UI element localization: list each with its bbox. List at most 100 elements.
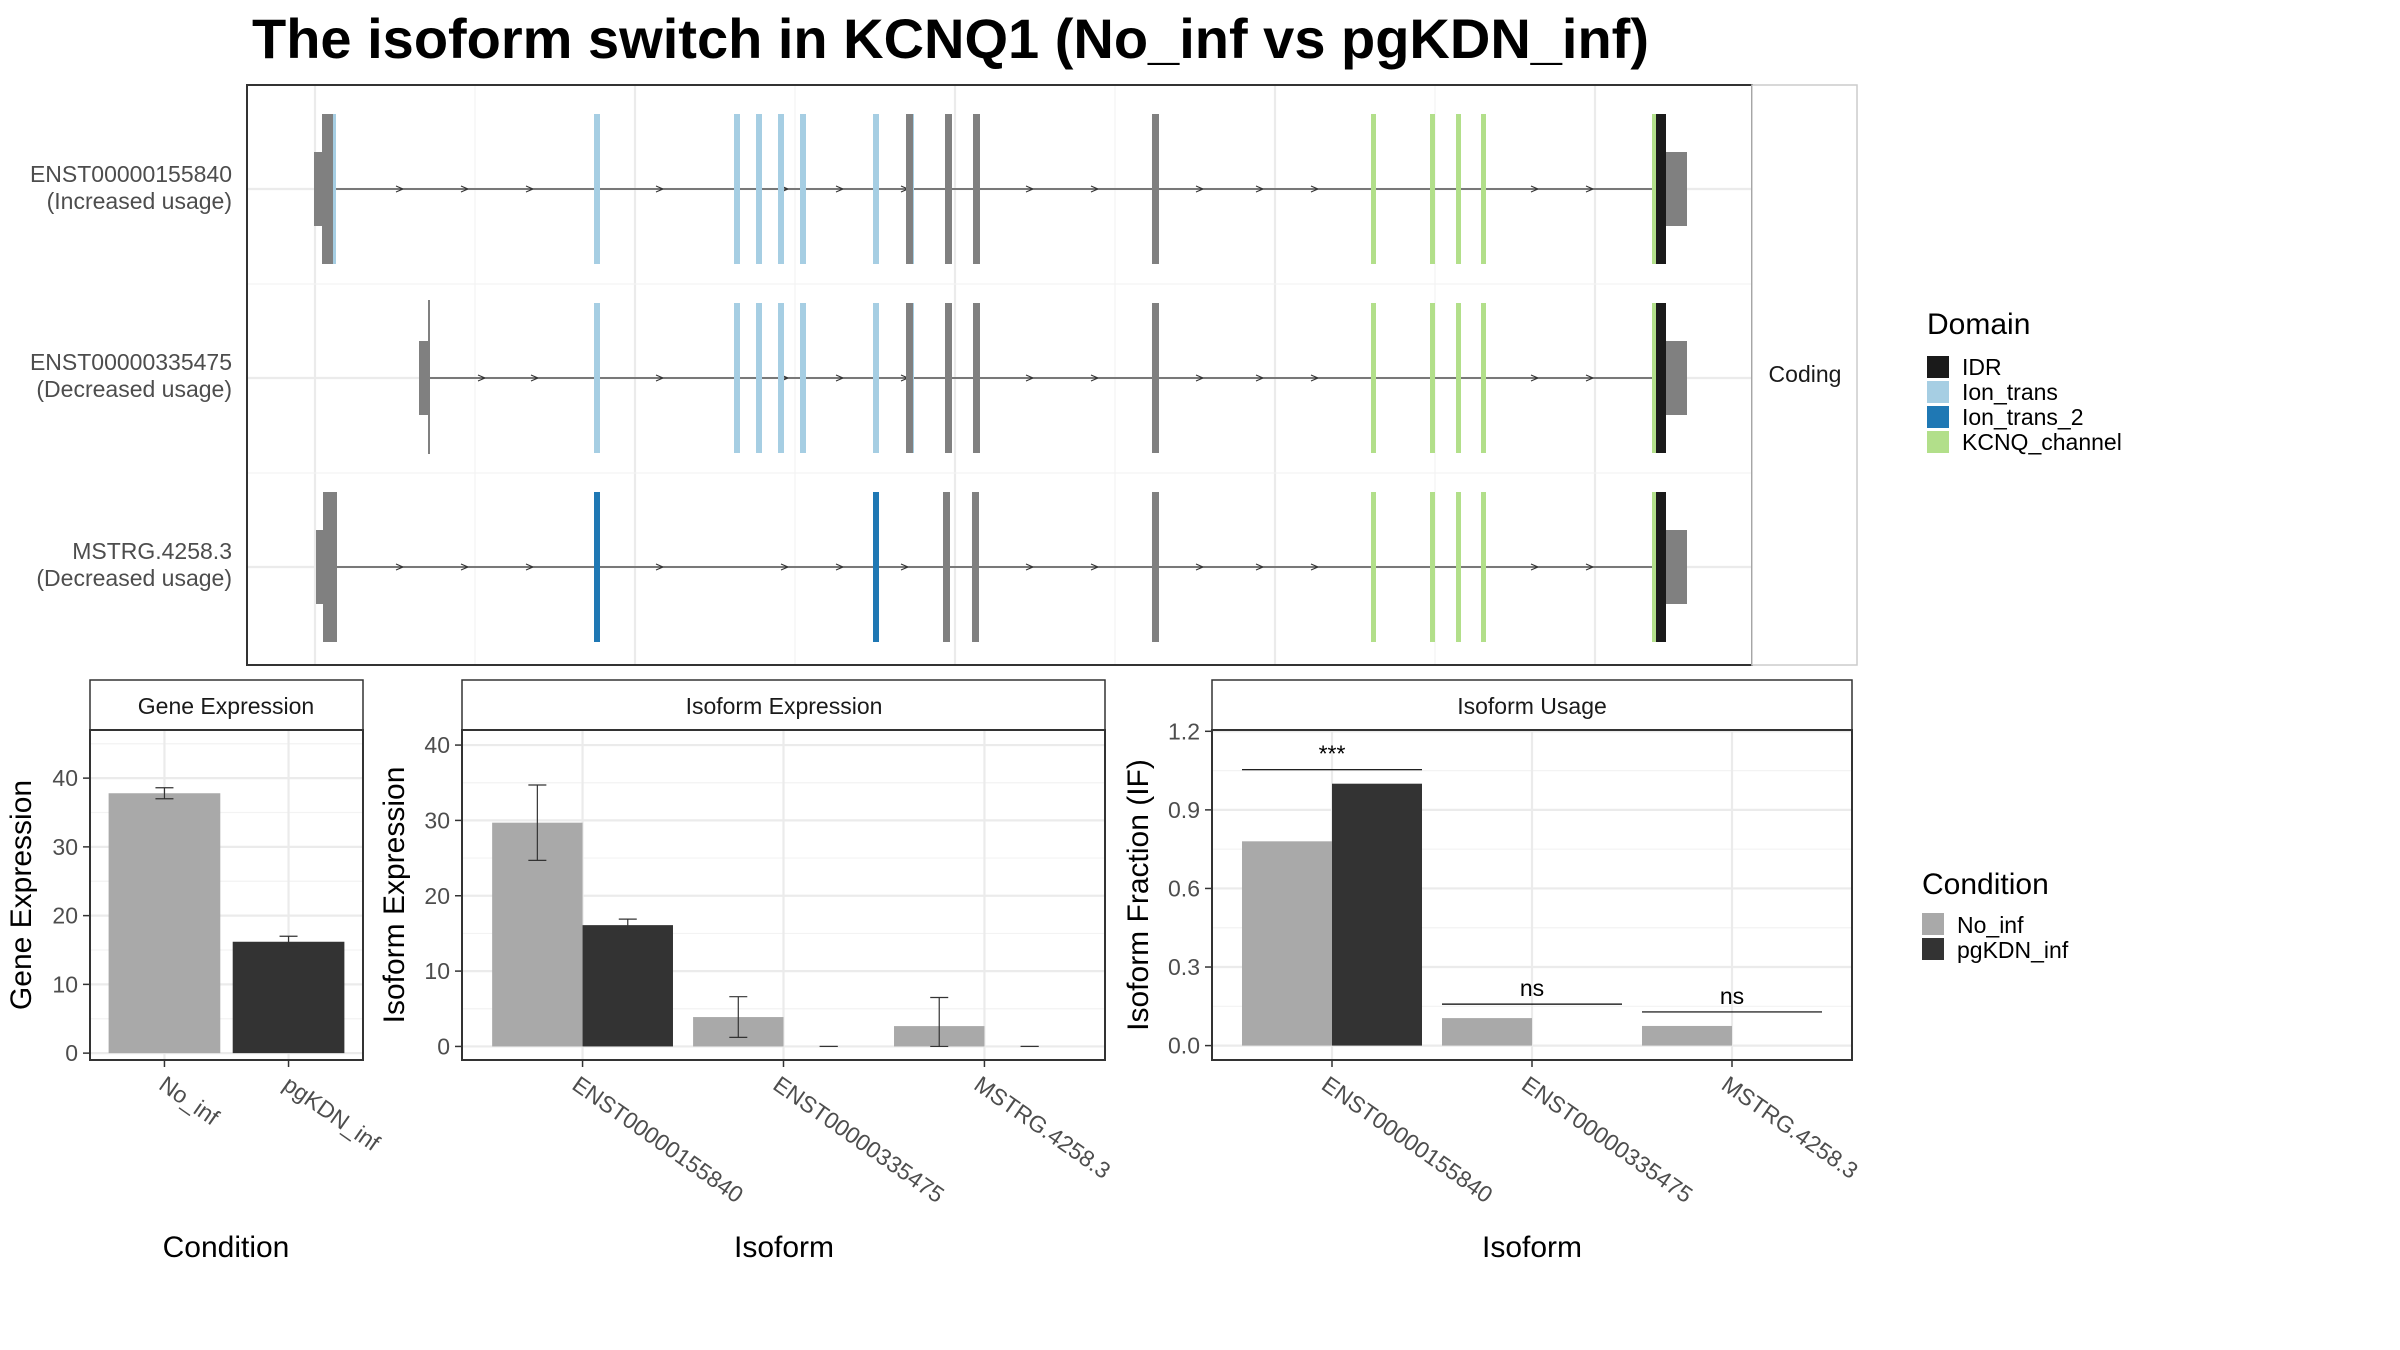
legend-label-idr: IDR bbox=[1962, 354, 2002, 380]
gene-expression-x-title: Condition bbox=[163, 1231, 290, 1264]
legend-label-kcnq-channel: KCNQ_channel bbox=[1962, 429, 2122, 455]
strand-arrow bbox=[835, 185, 845, 193]
x-tick-label: pgKDN_inf bbox=[279, 1071, 386, 1156]
y-tick-label: 30 bbox=[52, 834, 78, 860]
exon-kcnq-channel bbox=[1481, 492, 1486, 642]
y-tick-label: 0 bbox=[437, 1033, 450, 1059]
legend-key-idr bbox=[1927, 356, 1949, 378]
strand-arrow bbox=[1025, 374, 1035, 382]
strand-arrow bbox=[395, 185, 405, 193]
exon-ion-domain bbox=[734, 303, 740, 453]
utr-block bbox=[419, 341, 430, 415]
strand-arrow bbox=[655, 563, 665, 571]
exon-ion-domain bbox=[778, 114, 784, 264]
transcript-structure-panel: Coding ENST00000155840 (Increased usage)… bbox=[30, 84, 1858, 666]
exon-ion-domain bbox=[778, 303, 784, 453]
condition-legend: Condition No_inf pgKDN_inf bbox=[1922, 868, 2069, 963]
exon-ion-domain bbox=[594, 492, 600, 642]
exon-coding bbox=[1152, 303, 1159, 453]
legend-label-pgkdn-inf: pgKDN_inf bbox=[1957, 937, 2069, 963]
isoform-expression-bars bbox=[492, 784, 1039, 1048]
x-tick-label: No_inf bbox=[155, 1071, 225, 1131]
strand-arrow bbox=[1585, 185, 1595, 193]
x-tick-label: ENST00000335475 bbox=[1517, 1071, 1697, 1208]
gene-expression-strip bbox=[89, 679, 364, 731]
y-tick-label: 40 bbox=[52, 765, 78, 791]
y-tick-label: 30 bbox=[424, 807, 450, 833]
transcript-track-3 bbox=[316, 492, 1687, 642]
structure-panel-background bbox=[247, 85, 1752, 665]
y-tick-label: 0 bbox=[65, 1040, 78, 1066]
y-tick-label: 0.3 bbox=[1168, 954, 1200, 980]
bar-mstrg-4258-3-no-inf bbox=[1642, 1025, 1732, 1046]
y-tick-label: 10 bbox=[52, 971, 78, 997]
bar-enst00000155840-pgkdn-inf bbox=[582, 925, 673, 1047]
strand-arrow bbox=[1090, 563, 1100, 571]
exon-ion-domain bbox=[734, 114, 740, 264]
strand-arrow bbox=[1195, 563, 1205, 571]
transcript-track-1 bbox=[314, 114, 1687, 264]
legend-key-ion-trans bbox=[1927, 381, 1949, 403]
legend-key-kcnq-channel bbox=[1927, 431, 1949, 453]
exon-coding bbox=[906, 114, 913, 264]
exon-coding bbox=[945, 114, 952, 264]
bar-enst00000155840-no-inf bbox=[1242, 841, 1332, 1046]
isoform-usage-bars: *** ns ns bbox=[1242, 741, 1822, 1046]
exon-kcnq-channel bbox=[1430, 114, 1435, 264]
first-exon-domain-edge bbox=[333, 114, 336, 264]
strand-arrow bbox=[1310, 563, 1320, 571]
isoform-expression-y-title: Isoform Expression bbox=[378, 767, 411, 1024]
isoform-usage-strip bbox=[1211, 679, 1853, 731]
3-utr-block bbox=[1666, 341, 1687, 415]
strand-arrow bbox=[460, 185, 470, 193]
legend-key-pgkdn-inf bbox=[1922, 938, 1944, 960]
legend-key-no-inf bbox=[1922, 913, 1944, 935]
transcript-label-1-usage: (Increased usage) bbox=[47, 188, 232, 214]
transcript-label-1-id: ENST00000155840 bbox=[30, 161, 232, 187]
strand-arrow bbox=[655, 185, 665, 193]
strand-arrow bbox=[1255, 185, 1265, 193]
gene-expression-bars bbox=[108, 787, 345, 1054]
isoform-expression-strip bbox=[461, 679, 1106, 731]
facet-label-coding: Coding bbox=[1769, 361, 1842, 387]
exon-coding bbox=[945, 303, 952, 453]
exon-kcnq-channel bbox=[1456, 492, 1461, 642]
last-exon-kcnq-channel bbox=[1652, 303, 1657, 453]
significance-label: ns bbox=[1720, 983, 1744, 1009]
strand-arrow bbox=[460, 563, 470, 571]
exon-kcnq-channel bbox=[1371, 114, 1376, 264]
condition-legend-title: Condition bbox=[1922, 868, 2049, 901]
strand-arrow bbox=[395, 563, 405, 571]
strand-arrow bbox=[1255, 563, 1265, 571]
exon-ion-domain bbox=[756, 114, 762, 264]
exon-kcnq-channel bbox=[1371, 303, 1376, 453]
exon-ion-domain bbox=[800, 303, 806, 453]
isoform-usage-x-title: Isoform bbox=[1482, 1231, 1582, 1264]
strand-arrow bbox=[530, 374, 540, 382]
last-exon-idr bbox=[1656, 303, 1666, 453]
strand-arrow bbox=[1530, 185, 1540, 193]
strand-arrow bbox=[477, 374, 487, 382]
strand-arrow bbox=[1090, 374, 1100, 382]
gene-expression-strip-label: Gene Expression bbox=[138, 693, 314, 719]
legend-key-ion-trans-2 bbox=[1927, 406, 1949, 428]
legend-label-no-inf: No_inf bbox=[1957, 912, 2024, 938]
transcript-label-2-id: ENST00000335475 bbox=[30, 349, 232, 375]
exon-coding bbox=[943, 492, 950, 642]
x-tick-label: ENST00000155840 bbox=[568, 1071, 748, 1208]
strand-arrow bbox=[525, 185, 535, 193]
gene-expression-panel: Gene Expression 0 10 20 30 40 No_inf pgKDN_inf… bbox=[5, 679, 386, 1264]
first-exon bbox=[322, 114, 334, 264]
3-utr-block bbox=[1666, 152, 1687, 226]
exon-coding bbox=[973, 303, 980, 453]
strand-arrow bbox=[1195, 374, 1205, 382]
strand-arrow bbox=[1310, 374, 1320, 382]
significance-label: *** bbox=[1319, 741, 1346, 767]
strand-arrow bbox=[525, 563, 535, 571]
y-tick-label: 0.9 bbox=[1168, 797, 1200, 823]
exon-ion-domain bbox=[756, 303, 762, 453]
last-exon-kcnq-channel bbox=[1652, 114, 1657, 264]
3-utr-block bbox=[1666, 530, 1687, 604]
strand-arrow bbox=[1195, 185, 1205, 193]
exon-coding bbox=[906, 303, 913, 453]
